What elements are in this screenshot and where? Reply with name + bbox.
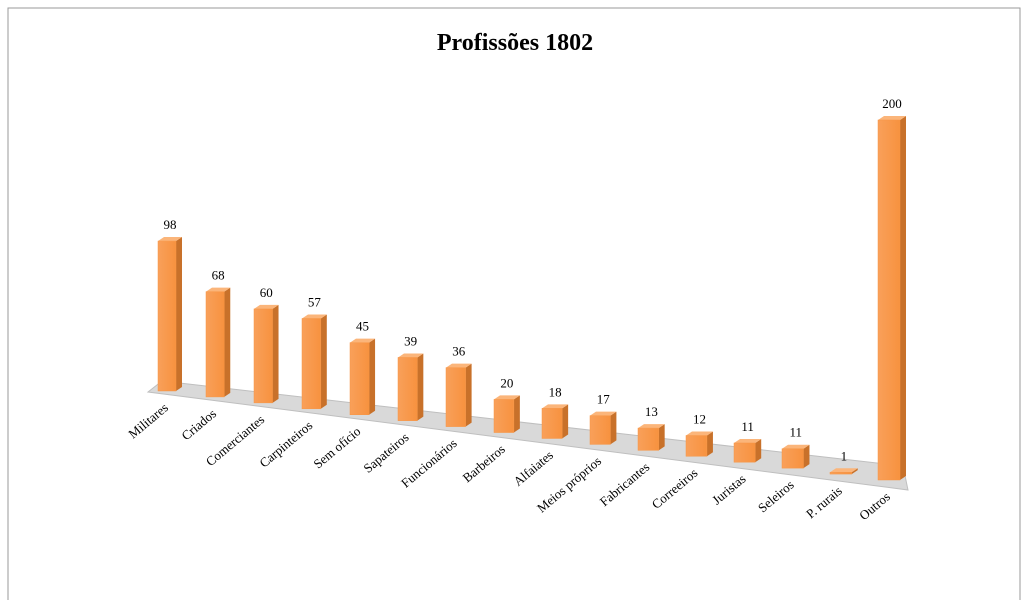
bar-side — [900, 116, 906, 480]
bar-top — [350, 338, 376, 343]
bar-top — [782, 444, 810, 449]
value-label: 11 — [789, 425, 802, 440]
value-label: 98 — [164, 217, 177, 232]
bar-side — [658, 424, 665, 451]
bar — [157, 240, 177, 392]
value-label: 57 — [308, 295, 322, 310]
bar-side — [369, 338, 376, 415]
value-label: 68 — [212, 268, 225, 283]
bar-side — [417, 353, 424, 421]
bar-side — [272, 304, 279, 403]
bar — [637, 427, 659, 451]
value-label: 200 — [882, 96, 902, 111]
bar — [781, 448, 804, 469]
bar-top — [878, 116, 906, 120]
bar-side — [610, 411, 617, 445]
bar-side — [706, 431, 713, 457]
bar-top — [494, 395, 520, 400]
bar — [685, 435, 708, 457]
bar — [877, 119, 901, 481]
bar — [301, 318, 322, 410]
bar — [397, 357, 418, 421]
bar-top — [542, 404, 569, 409]
bar — [493, 399, 515, 433]
bar-top — [158, 237, 182, 242]
bar-top — [206, 287, 231, 292]
value-label: 1 — [841, 448, 848, 463]
value-label: 18 — [549, 384, 562, 399]
bar — [205, 291, 225, 398]
value-label: 11 — [741, 419, 754, 434]
bar-top — [686, 431, 713, 436]
value-label: 36 — [452, 344, 466, 359]
value-label: 39 — [404, 333, 417, 348]
bar — [349, 342, 370, 415]
bar-side — [176, 237, 182, 391]
bar-top — [830, 468, 858, 473]
bar-top — [254, 304, 279, 309]
value-label: 12 — [693, 412, 706, 427]
bar — [733, 442, 756, 463]
bar-top — [398, 353, 424, 358]
value-label: 20 — [500, 375, 513, 390]
bar — [589, 415, 611, 445]
value-label: 13 — [645, 404, 658, 419]
bar-top — [446, 363, 472, 368]
bar-top — [734, 438, 762, 443]
value-label: 45 — [356, 319, 369, 334]
bar-side — [755, 438, 762, 463]
bar-side — [465, 363, 472, 427]
bar — [541, 408, 563, 439]
bar-side — [224, 287, 231, 397]
bar-side — [803, 444, 810, 469]
bar-side — [851, 468, 858, 475]
value-label: 60 — [260, 285, 273, 300]
bar-top — [590, 411, 617, 416]
chart-title: Profissões 1802 — [437, 30, 593, 56]
bar — [445, 367, 466, 427]
bar-side — [562, 404, 569, 439]
value-label: 17 — [597, 392, 611, 407]
bar — [829, 472, 852, 475]
bar-top — [638, 424, 665, 429]
bar-side — [320, 314, 327, 409]
bar-top — [302, 314, 327, 319]
bar — [253, 308, 273, 404]
bar-side — [513, 395, 520, 433]
